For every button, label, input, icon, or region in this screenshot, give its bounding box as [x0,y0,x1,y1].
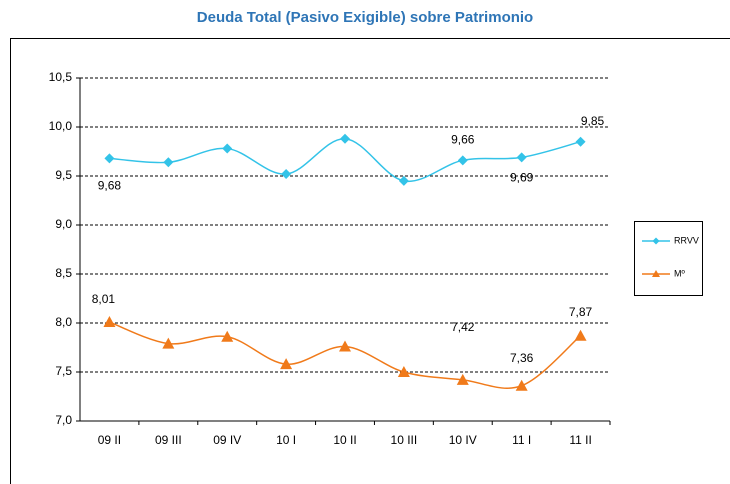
x-tick-label: 11 II [569,433,591,447]
y-tick-label: 7,0 [55,413,72,427]
x-tick-label: 09 III [155,433,182,447]
marker [339,340,351,352]
chart-title: Deuda Total (Pasivo Exigible) sobre Patr… [197,9,533,26]
marker [163,157,174,168]
y-tick-label: 8,0 [55,315,72,329]
y-tick-label: 7,5 [55,364,72,378]
data-label: 9,69 [510,171,534,185]
data-label: 9,66 [451,132,475,146]
legend-label: Mº [674,268,685,278]
data-label: 9,68 [98,179,122,193]
x-tick-label: 11 I [512,433,531,447]
marker [104,153,115,164]
legend-marker [652,237,660,245]
y-tick-label: 10,0 [49,119,73,133]
x-tick-label: 09 II [98,433,121,447]
chart-frame [10,38,730,484]
marker [398,175,409,186]
marker [575,136,586,147]
legend-box [634,221,703,296]
y-tick-label: 9,0 [55,217,72,231]
marker [281,169,292,180]
marker [574,329,587,341]
y-tick-label: 10,5 [49,70,73,84]
data-label: 9,85 [581,114,605,128]
x-tick-label: 09 IV [213,433,241,447]
x-tick-label: 10 II [333,433,356,447]
data-label: 7,87 [569,305,593,319]
marker [397,366,410,377]
marker [103,316,116,328]
marker [221,330,234,342]
marker [340,133,350,144]
legend-marker [652,270,660,277]
data-label: 7,36 [510,351,534,365]
marker [280,358,293,370]
legend-label: RRVV [674,235,699,245]
x-tick-label: 10 I [276,433,296,447]
marker [456,373,469,385]
marker [162,337,175,349]
data-label: 8,01 [92,292,116,306]
y-tick-label: 9,5 [55,168,72,182]
x-tick-label: 10 III [391,433,418,447]
marker [222,143,233,154]
data-label: 7,42 [451,320,475,334]
marker [516,152,527,163]
x-tick-label: 10 IV [449,433,477,447]
marker [457,155,468,166]
marker [515,379,528,391]
y-tick-label: 8,5 [55,266,72,280]
